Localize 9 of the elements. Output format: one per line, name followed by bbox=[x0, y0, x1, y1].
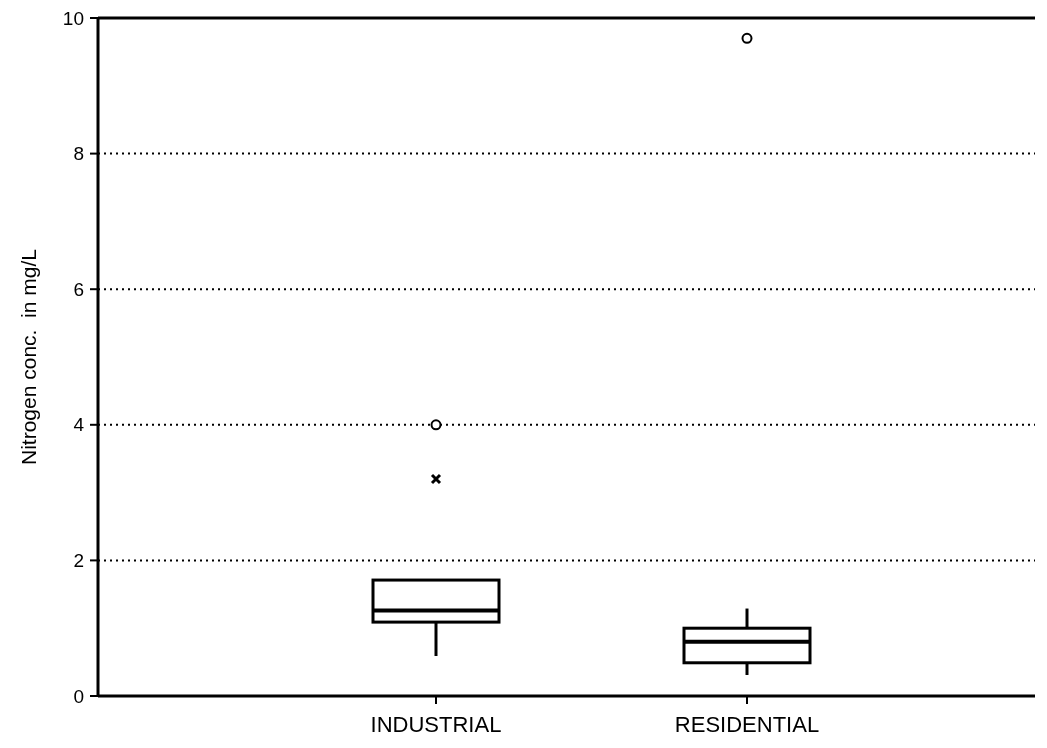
y-tick-label: 6 bbox=[73, 278, 84, 300]
y-tick-label: 8 bbox=[73, 143, 84, 165]
y-axis-title: Nitrogen conc. in mg/L bbox=[17, 249, 40, 465]
y-tick-label: 2 bbox=[73, 550, 84, 572]
y-tick-label: 4 bbox=[73, 414, 85, 436]
x-tick-label: RESIDENTIAL bbox=[674, 712, 820, 737]
x-tick-label: INDUSTRIAL bbox=[370, 712, 502, 737]
y-tick-label: 10 bbox=[62, 7, 84, 29]
y-tick-label: 0 bbox=[73, 685, 84, 707]
